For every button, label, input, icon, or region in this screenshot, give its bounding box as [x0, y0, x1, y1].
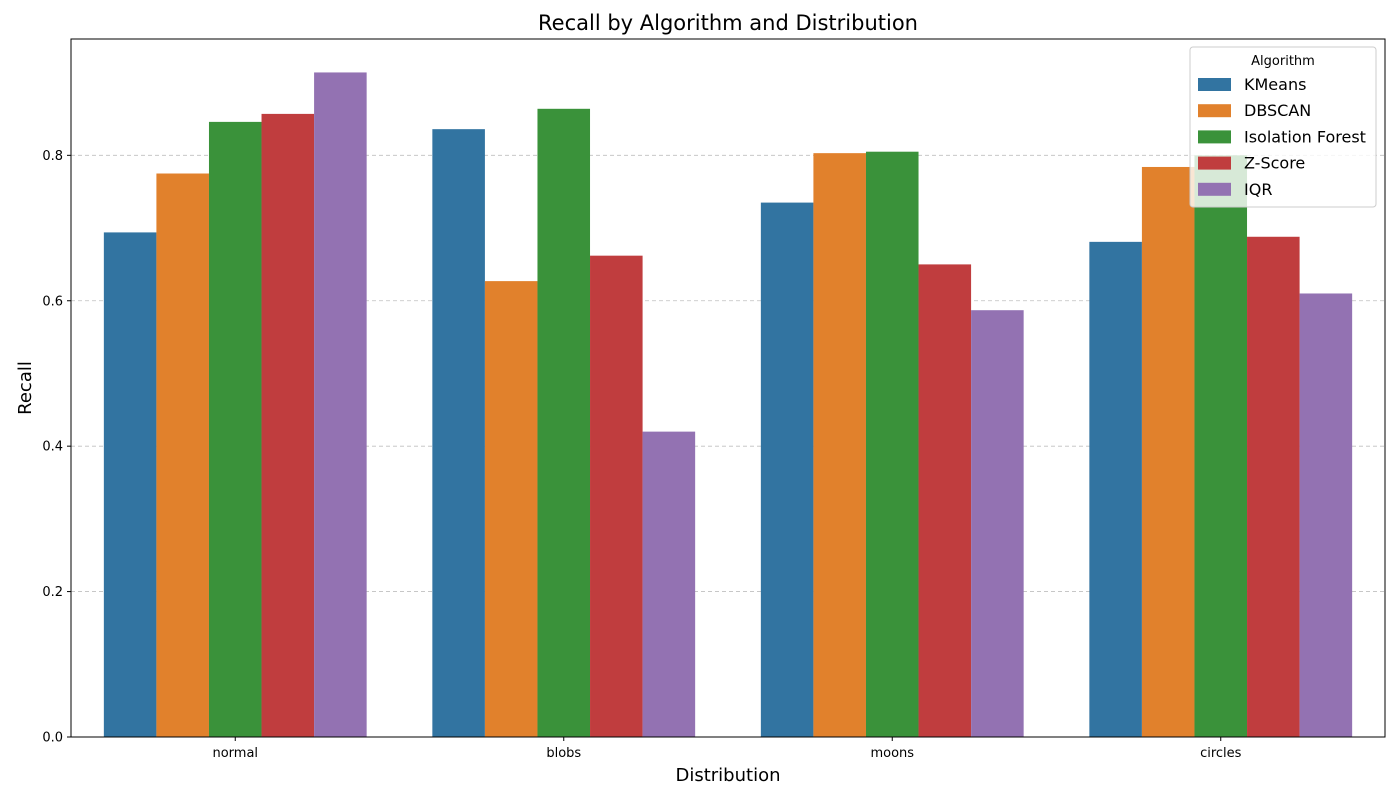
legend-label: Isolation Forest	[1244, 127, 1366, 146]
plot-frame	[70, 38, 1386, 738]
legend-label: DBSCAN	[1244, 101, 1311, 120]
bar-iqr-normal	[314, 72, 367, 738]
y-tick-label: 0.2	[42, 585, 63, 600]
legend-swatch	[1198, 78, 1231, 91]
legend-title: Algorithm	[1251, 54, 1315, 69]
bar-z-score-blobs	[590, 255, 643, 737]
legend-label: KMeans	[1244, 75, 1306, 94]
legend-swatch	[1198, 156, 1231, 170]
bar-isolation-forest-circles	[1194, 155, 1248, 738]
x-tick-label: normal	[212, 746, 258, 761]
bar-dbscan-blobs	[484, 281, 538, 737]
chart-title: Recall by Algorithm and Distribution	[538, 11, 918, 35]
x-tick-label: circles	[1200, 746, 1242, 761]
bar-dbscan-moons	[813, 153, 866, 737]
legend-swatch	[1198, 182, 1231, 196]
legend-swatch	[1198, 104, 1231, 118]
x-axis: normal blobs moons circles	[212, 737, 1242, 761]
legend-label: Z-Score	[1244, 154, 1305, 173]
bar-isolation-forest-blobs	[537, 108, 591, 738]
bar-dbscan-circles	[1141, 166, 1195, 737]
legend-label: IQR	[1244, 180, 1272, 199]
x-tick-label: blobs	[546, 746, 581, 761]
y-axis: 0.0 0.2 0.4 0.6 0.8	[42, 149, 71, 746]
bar-iqr-moons	[971, 310, 1024, 737]
y-axis-title: Recall	[15, 361, 36, 415]
x-tick-label: moons	[870, 746, 914, 761]
bar-iqr-circles	[1299, 293, 1353, 737]
bar-isolation-forest-moons	[865, 151, 919, 737]
bar-z-score-normal	[261, 113, 315, 737]
bar-z-score-moons	[918, 264, 972, 737]
bar-isolation-forest-normal	[208, 121, 262, 737]
bar-kmeans-circles	[1089, 241, 1142, 737]
legend-frame	[1189, 46, 1377, 208]
y-tick-label: 0.6	[42, 294, 63, 309]
bar-kmeans-moons	[760, 202, 814, 737]
bar-iqr-blobs	[642, 431, 696, 737]
y-tick-label: 0.0	[42, 731, 63, 746]
y-tick-label: 0.4	[42, 440, 63, 455]
bars-layer	[103, 72, 1353, 738]
legend-swatch	[1198, 130, 1231, 144]
bar-kmeans-normal	[103, 232, 157, 737]
x-axis-title: Distribution	[675, 765, 780, 786]
bar-dbscan-normal	[156, 173, 209, 737]
y-tick-label: 0.8	[42, 149, 63, 164]
bar-kmeans-blobs	[432, 129, 485, 738]
legend: Algorithm KMeans DBSCAN Isolation Forest Z-…	[1189, 46, 1377, 208]
bar-z-score-circles	[1247, 236, 1300, 737]
